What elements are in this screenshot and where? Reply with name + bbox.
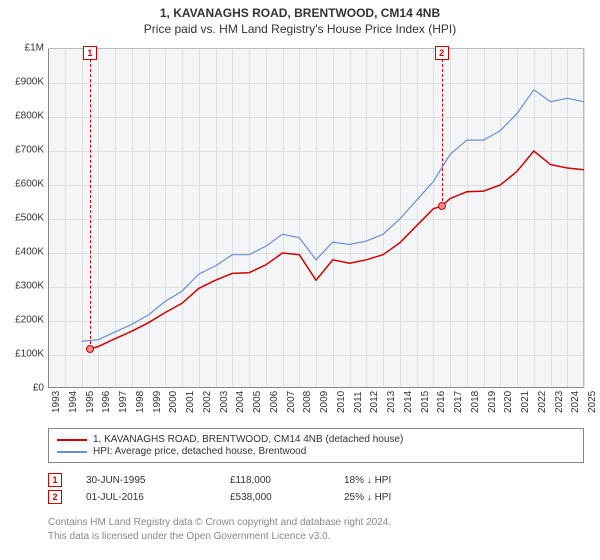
x-tick-label: 2006: [269, 391, 280, 413]
series-property: [90, 151, 584, 349]
y-tick-label: £900K: [4, 77, 44, 88]
x-tick-label: 2025: [587, 391, 598, 413]
x-tick-label: 2017: [453, 391, 464, 413]
legend-label: 1, KAVANAGHS ROAD, BRENTWOOD, CM14 4NB (…: [93, 434, 403, 445]
x-tick-label: 2019: [487, 391, 498, 413]
y-axis-line: [48, 49, 49, 388]
marker-price: £118,000: [230, 475, 320, 486]
footer-line2: This data is licensed under the Open Gov…: [48, 530, 584, 544]
legend-swatch: [57, 439, 87, 441]
x-tick-label: 2004: [235, 391, 246, 413]
title-block: 1, KAVANAGHS ROAD, BRENTWOOD, CM14 4NB P…: [0, 0, 600, 38]
x-tick-label: 2005: [252, 391, 263, 413]
x-tick-label: 2010: [336, 391, 347, 413]
x-tick-label: 2018: [470, 391, 481, 413]
x-axis-line: [48, 387, 583, 388]
legend: 1, KAVANAGHS ROAD, BRENTWOOD, CM14 4NB (…: [48, 428, 584, 463]
x-tick-label: 2013: [386, 391, 397, 413]
y-tick-label: £300K: [4, 281, 44, 292]
x-tick-label: 2015: [420, 391, 431, 413]
x-tick-label: 2016: [436, 391, 447, 413]
x-tick-label: 1993: [51, 391, 62, 413]
y-tick-label: £400K: [4, 247, 44, 258]
plot-background: [48, 48, 584, 388]
x-tick-label: 2009: [319, 391, 330, 413]
y-tick-label: £600K: [4, 179, 44, 190]
x-tick-label: 2003: [219, 391, 230, 413]
marker-table-row: 2 01-JUL-2016 £538,000 25% ↓ HPI: [48, 490, 584, 504]
marker-table: 1 30-JUN-1995 £118,000 18% ↓ HPI 2 01-JU…: [48, 470, 584, 507]
x-tick-label: 2007: [286, 391, 297, 413]
marker-price: £538,000: [230, 492, 320, 503]
title-line2: Price paid vs. HM Land Registry's House …: [0, 22, 600, 36]
x-tick-label: 1997: [118, 391, 129, 413]
x-tick-label: 2023: [554, 391, 565, 413]
y-tick-label: £500K: [4, 213, 44, 224]
series-lines: [48, 49, 584, 389]
x-tick-label: 1995: [85, 391, 96, 413]
legend-label: HPI: Average price, detached house, Bren…: [93, 446, 306, 457]
y-tick-label: £700K: [4, 145, 44, 156]
footer: Contains HM Land Registry data © Crown c…: [48, 516, 584, 543]
marker-date: 01-JUL-2016: [86, 492, 206, 503]
y-tick-label: £200K: [4, 315, 44, 326]
legend-item: HPI: Average price, detached house, Bren…: [57, 446, 575, 457]
x-tick-label: 2008: [302, 391, 313, 413]
x-tick-label: 2001: [185, 391, 196, 413]
x-tick-label: 2014: [403, 391, 414, 413]
legend-item: 1, KAVANAGHS ROAD, BRENTWOOD, CM14 4NB (…: [57, 434, 575, 445]
y-tick-label: £800K: [4, 111, 44, 122]
sale-point: [86, 345, 94, 353]
marker-delta: 25% ↓ HPI: [344, 492, 434, 503]
title-line1: 1, KAVANAGHS ROAD, BRENTWOOD, CM14 4NB: [0, 6, 600, 20]
y-tick-label: £1M: [4, 43, 44, 54]
chart-area: £0£100K£200K£300K£400K£500K£600K£700K£80…: [48, 48, 584, 388]
y-tick-label: £0: [4, 383, 44, 394]
marker-date: 30-JUN-1995: [86, 475, 206, 486]
x-tick-label: 2022: [537, 391, 548, 413]
marker-delta: 18% ↓ HPI: [344, 475, 434, 486]
chart-container: 1, KAVANAGHS ROAD, BRENTWOOD, CM14 4NB P…: [0, 0, 600, 560]
x-tick-label: 2011: [353, 391, 364, 413]
chart-marker-box: 1: [83, 46, 97, 60]
chart-marker-box: 2: [435, 46, 449, 60]
x-tick-label: 2020: [503, 391, 514, 413]
x-tick-label: 2002: [202, 391, 213, 413]
x-tick-label: 1996: [101, 391, 112, 413]
series-hpi: [82, 90, 585, 342]
footer-line1: Contains HM Land Registry data © Crown c…: [48, 516, 584, 530]
x-tick-label: 2024: [570, 391, 581, 413]
x-tick-label: 1994: [68, 391, 79, 413]
x-tick-label: 1999: [152, 391, 163, 413]
x-tick-label: 2000: [168, 391, 179, 413]
marker-table-row: 1 30-JUN-1995 £118,000 18% ↓ HPI: [48, 473, 584, 487]
marker-id-box: 2: [48, 490, 62, 504]
x-tick-label: 2012: [369, 391, 380, 413]
marker-id-box: 1: [48, 473, 62, 487]
sale-point: [438, 202, 446, 210]
legend-swatch: [57, 451, 87, 453]
x-tick-label: 2021: [520, 391, 531, 413]
x-tick-label: 1998: [135, 391, 146, 413]
y-tick-label: £100K: [4, 349, 44, 360]
